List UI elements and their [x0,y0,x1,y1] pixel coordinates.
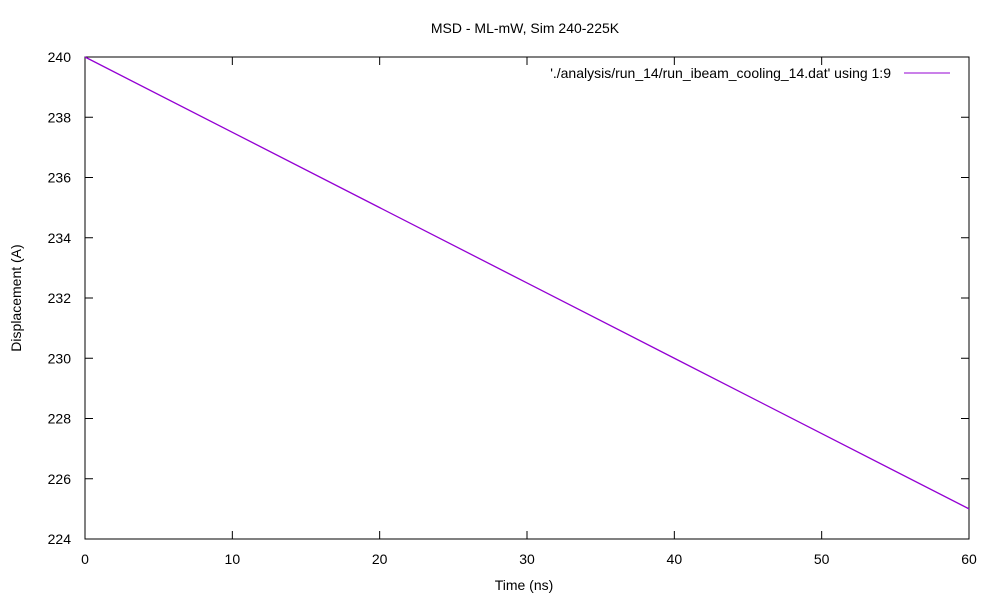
y-tick-label: 224 [48,531,72,547]
y-axis-title: Displacement (A) [8,244,24,351]
y-tick-label: 232 [48,290,72,306]
legend-label: './analysis/run_14/run_ibeam_cooling_14.… [550,65,891,81]
x-tick-label: 0 [81,551,89,567]
series-layer [84,56,970,510]
x-tick-label: 60 [961,551,977,567]
x-tick-label: 30 [519,551,535,567]
chart-title: MSD - ML-mW, Sim 240-225K [431,20,620,36]
plot-frame [84,56,970,540]
y-tick-label: 228 [48,411,72,427]
series-line [84,56,970,510]
y-tick-label: 234 [48,230,72,246]
y-tick-label: 226 [48,471,72,487]
legend: './analysis/run_14/run_ibeam_cooling_14.… [550,65,950,81]
x-tick-label: 20 [372,551,388,567]
x-axis-title: Time (ns) [495,577,554,593]
y-tick-label: 238 [48,109,72,125]
x-tick-label: 10 [225,551,241,567]
y-tick-label: 240 [48,49,72,65]
x-tick-label: 40 [667,551,683,567]
y-tick-label: 236 [48,170,72,186]
y-axis: 224 226 228 230 232 234 236 238 240 [48,49,969,547]
y-tick-label: 230 [48,350,72,366]
x-axis: 0 10 20 30 40 50 60 [81,57,977,567]
x-tick-label: 50 [814,551,830,567]
